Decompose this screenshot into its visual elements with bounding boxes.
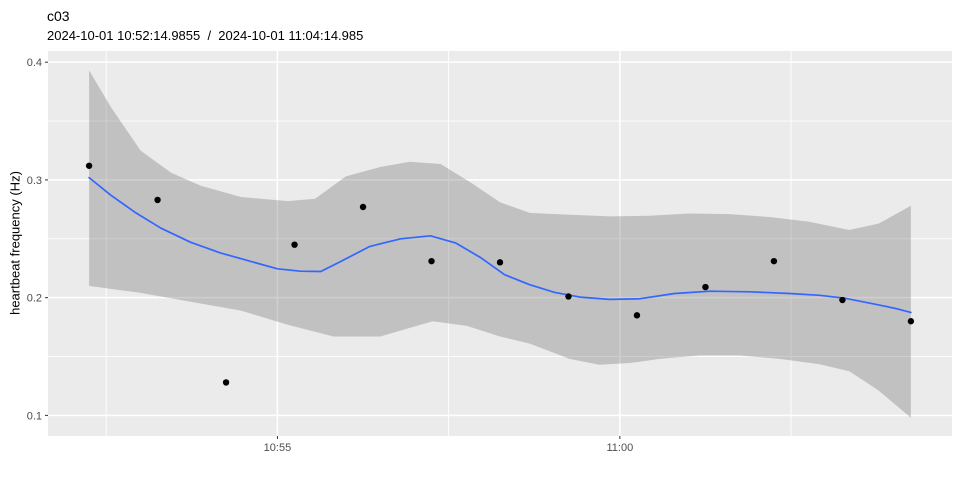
plot-subtitle: 2024-10-01 10:52:14.9855 / 2024-10-01 11…	[47, 28, 364, 43]
data-point	[702, 283, 709, 291]
data-point	[85, 162, 93, 169]
data-point	[496, 259, 504, 266]
confidence-band	[89, 70, 911, 418]
data-point	[770, 257, 778, 265]
smooth-line	[88, 176, 912, 314]
data-point	[291, 241, 298, 248]
data-point	[633, 312, 641, 319]
y-tick-label: 0.4	[27, 57, 42, 69]
data-point	[428, 257, 435, 265]
data-point	[907, 318, 915, 325]
y-tick-label: 0.1	[27, 410, 42, 422]
x-tick-label: 10:55	[264, 442, 292, 454]
x-tick-label: 11:00	[606, 442, 633, 454]
data-point	[565, 293, 572, 300]
plot-title: c03	[47, 8, 70, 24]
panel-background	[48, 51, 952, 436]
data-point	[154, 196, 161, 204]
y-tick-label: 0.2	[27, 293, 42, 305]
data-point	[222, 379, 230, 386]
data-point	[839, 296, 846, 304]
data-point	[359, 203, 367, 211]
y-tick-label: 0.3	[27, 175, 42, 187]
